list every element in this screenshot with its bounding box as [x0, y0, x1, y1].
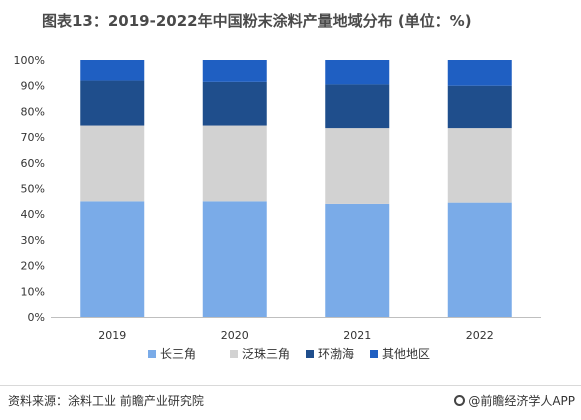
legend-swatch — [230, 350, 238, 358]
bar-segment — [325, 60, 390, 85]
bar-segment — [80, 201, 145, 317]
source-note: 资料来源：涂料工业 前瞻产业研究院 — [8, 394, 204, 408]
y-axis: 0% 10% 20% 30% 40% 50% 60% 70% 80% 90% 100% — [14, 54, 45, 324]
y-tick-label: 30% — [21, 234, 45, 247]
x-tick-label: 2019 — [98, 329, 126, 342]
bars — [80, 60, 512, 317]
bar-segment — [202, 60, 267, 82]
y-tick-label: 60% — [21, 157, 45, 170]
x-tick-label: 2021 — [343, 329, 371, 342]
bar-segment — [80, 60, 145, 81]
brand-logo-icon — [454, 395, 466, 406]
y-tick-label: 50% — [21, 183, 45, 196]
bar-segment — [80, 125, 145, 202]
bar-segment — [447, 202, 512, 317]
bar-segment — [325, 203, 390, 317]
chart-title: 图表13：2019-2022年中国粉末涂料产量地域分布 (单位：%) — [42, 12, 472, 30]
footer-divider — [0, 385, 581, 386]
y-tick-label: 100% — [14, 54, 45, 67]
x-tick-label: 2020 — [221, 329, 249, 342]
legend-label: 其他地区 — [382, 347, 430, 361]
bar-segment — [202, 201, 267, 317]
y-tick-label: 20% — [21, 260, 45, 273]
stacked-bar-chart: 0%10%20%30%40%50%60%70%80%90%100% 2019 20… — [14, 54, 541, 361]
legend-swatch — [306, 350, 314, 358]
y-tick-label: 80% — [21, 105, 45, 118]
brand-label: @前瞻经济学人APP — [454, 392, 575, 409]
y-tick-label: 40% — [21, 208, 45, 221]
bar-segment — [202, 81, 267, 126]
y-tick-label: 70% — [21, 131, 45, 144]
legend-swatch — [148, 350, 156, 358]
bar-segment — [325, 84, 390, 129]
y-tick-label: 90% — [21, 80, 45, 93]
bar-segment — [202, 125, 267, 202]
legend: 长三角 泛珠三角 环渤海 其他地区 — [148, 346, 430, 361]
y-tick-label: 10% — [21, 285, 45, 298]
bar-segment — [447, 60, 512, 86]
bar-segment — [325, 128, 390, 204]
bar-segment — [447, 85, 512, 129]
bar-segment — [447, 128, 512, 203]
legend-label: 环渤海 — [318, 346, 354, 361]
brand-text: @前瞻经济学人APP — [468, 394, 575, 408]
y-tick-label: 0% — [28, 311, 45, 324]
legend-swatch — [370, 350, 378, 358]
legend-label: 泛珠三角 — [242, 347, 290, 361]
x-tick-label: 2022 — [466, 329, 494, 342]
x-axis: 2019 2020 2021 2022 — [51, 317, 541, 342]
legend-label: 长三角 — [160, 347, 196, 361]
bar-segment — [80, 80, 145, 126]
